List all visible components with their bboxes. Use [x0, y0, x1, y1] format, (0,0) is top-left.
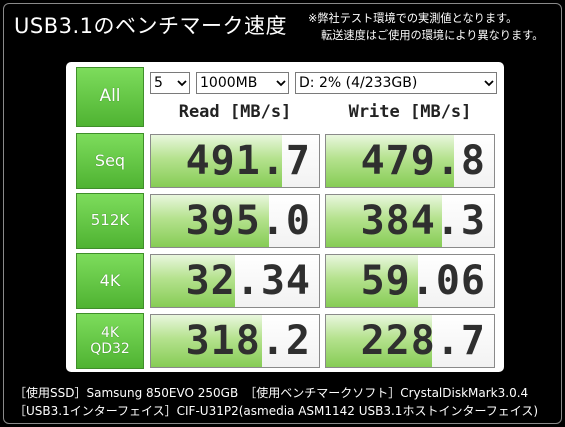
test-size-value: 1000MB: [200, 75, 258, 91]
4k-qd32-button[interactable]: 4K QD32: [76, 313, 144, 369]
4k-read-cell: 32.34: [150, 254, 320, 308]
4k-write-cell: 59.06: [325, 254, 495, 308]
chevron-down-icon: [175, 79, 189, 87]
disclaimer-line-1: ※弊社テスト環境での実測値となります。: [308, 12, 518, 25]
512k-read-bar: [151, 195, 269, 247]
4k-qd32-write-value: 228.7: [360, 318, 486, 364]
chevron-down-icon: [274, 79, 288, 87]
512k-button[interactable]: 512K: [76, 193, 144, 249]
512k-read-value: 395.0: [185, 198, 311, 244]
4k-qd32-read-value: 318.2: [185, 318, 311, 364]
test-environment-info: ［使用SSD］Samsung 850EVO 250GB ［使用ベンチマークソフト…: [14, 384, 538, 420]
4k-write-bar: [326, 255, 419, 307]
read-header: Read [MB/s]: [178, 102, 292, 122]
seq-write-cell: 479.8: [325, 134, 495, 188]
4k-read-bar: [151, 255, 235, 307]
info-line-2: ［USB3.1インターフェイス］CIF-U31P2(asmedia ASM114…: [14, 404, 539, 418]
4k-read-value: 32.34: [185, 258, 311, 304]
4k-qd32-label-line-2: QD32: [90, 341, 130, 357]
seq-read-bar: [151, 135, 283, 187]
write-header: Write [MB/s]: [348, 102, 472, 122]
frame-border: [3, 3, 562, 424]
all-button[interactable]: All: [76, 67, 144, 127]
info-line-1: ［使用SSD］Samsung 850EVO 250GB ［使用ベンチマークソフト…: [14, 386, 529, 400]
4k-qd32-read-cell: 318.2: [150, 314, 320, 368]
seq-read-value: 491.7: [185, 138, 311, 184]
seq-button[interactable]: Seq: [76, 133, 144, 189]
seq-write-bar: [326, 135, 454, 187]
512k-button-label: 512K: [90, 211, 130, 230]
test-count-select[interactable]: 5: [150, 72, 190, 94]
512k-write-bar: [326, 195, 442, 247]
disclaimer-note: ※弊社テスト環境での実測値となります。 転送速度はご使用の環境により異なります。: [308, 10, 543, 44]
chevron-down-icon: [482, 79, 496, 87]
seq-button-label: Seq: [94, 150, 126, 170]
512k-read-cell: 395.0: [150, 194, 320, 248]
crystaldiskmark-panel: All 5 1000MB D: 2% (4/233GB) Read [MB/s]…: [66, 62, 504, 372]
seq-read-cell: 491.7: [150, 134, 320, 188]
disclaimer-line-2: 転送速度はご使用の環境により異なります。: [321, 29, 544, 42]
4k-qd32-write-bar: [326, 315, 432, 367]
4k-qd32-write-cell: 228.7: [325, 314, 495, 368]
4k-button[interactable]: 4K: [76, 253, 144, 309]
4k-button-label: 4K: [99, 270, 121, 290]
page-title: USB3.1のベンチマーク速度: [14, 14, 288, 38]
512k-write-value: 384.3: [360, 198, 486, 244]
drive-value: D: 2% (4/233GB): [299, 75, 418, 91]
test-size-select[interactable]: 1000MB: [196, 72, 289, 94]
seq-write-value: 479.8: [360, 138, 486, 184]
4k-write-value: 59.06: [360, 258, 486, 304]
test-count-value: 5: [154, 75, 163, 91]
drive-select[interactable]: D: 2% (4/233GB): [295, 72, 497, 94]
512k-write-cell: 384.3: [325, 194, 495, 248]
all-button-label: All: [99, 86, 121, 107]
4k-qd32-label-line-1: 4K: [100, 324, 120, 341]
4k-qd32-read-bar: [151, 315, 262, 367]
